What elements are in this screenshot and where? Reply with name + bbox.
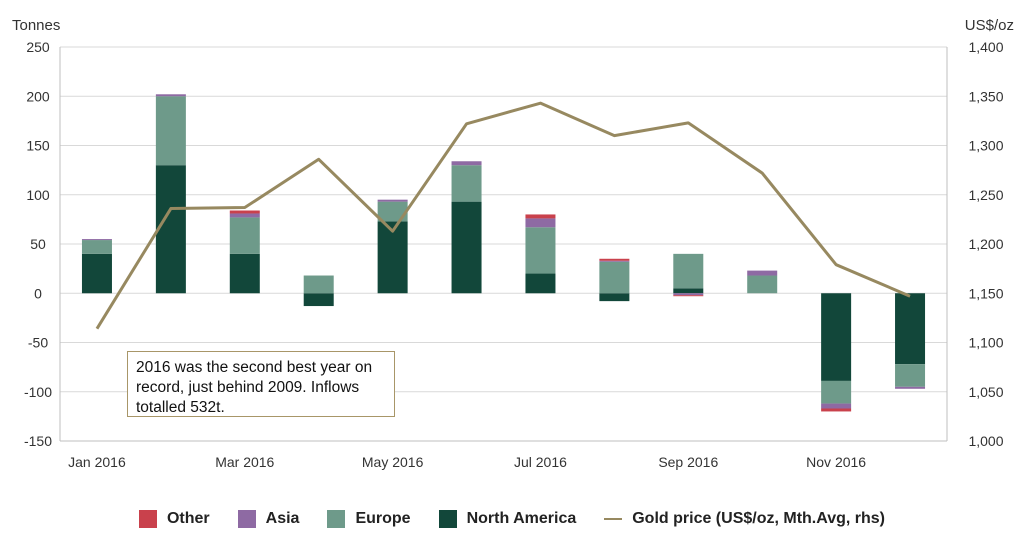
legend-swatch-europe (327, 510, 346, 528)
x-tick-label: Sep 2016 (658, 454, 718, 470)
x-tick-label: Jul 2016 (514, 454, 567, 470)
bar-segment-asia (81, 239, 112, 241)
legend-label-europe: Europe (355, 510, 411, 527)
legend: Other Asia Europe North America Gold pri… (0, 510, 1024, 528)
legend-item-other: Other (138, 510, 210, 528)
y-tick-label-right: 1,100 (968, 335, 1003, 351)
legend-swatch-other (138, 510, 157, 528)
bar-segment-asia (451, 161, 482, 166)
bar-segment-asia (229, 213, 260, 218)
y-tick-label-right: 1,000 (968, 433, 1003, 449)
legend-item-asia: Asia (237, 510, 300, 528)
bar-segment-other (229, 210, 260, 214)
x-tick-label: May 2016 (362, 454, 424, 470)
bar-segment-europe (451, 165, 482, 202)
legend-item-europe: Europe (327, 510, 411, 528)
y-tick-label-left: 200 (26, 88, 50, 104)
bar-segment-europe (229, 217, 260, 254)
legend-label-north-america: North America (466, 510, 577, 527)
y-tick-label-right: 1,200 (968, 236, 1003, 252)
bar-segment-europe (673, 253, 704, 289)
legend-label-other: Other (166, 510, 210, 527)
bar-segment-europe (821, 380, 852, 404)
bar-segment-north-america (377, 221, 408, 294)
bar-segment-north-america (821, 293, 852, 381)
bar-segment-north-america (451, 201, 482, 294)
bar-segment-other (673, 295, 704, 297)
bar-segment-europe (303, 275, 334, 294)
y-tick-label-left: -50 (28, 335, 48, 351)
legend-item-gold-price: Gold price (US$/oz, Mth.Avg, rhs) (604, 510, 885, 528)
bar-segment-europe (525, 227, 556, 274)
y-tick-label-right: 1,150 (968, 285, 1003, 301)
y-tick-label-right: 1,300 (968, 138, 1003, 154)
bar-segment-north-america (895, 293, 926, 365)
x-tick-label: Nov 2016 (806, 454, 866, 470)
bar-segment-asia (599, 260, 630, 262)
bar-segment-north-america (81, 253, 112, 294)
bar-segment-north-america (599, 293, 630, 302)
bar-segment-north-america (673, 288, 704, 294)
bar-segment-other (525, 214, 556, 219)
bar-segment-asia (747, 270, 778, 276)
bar-segment-asia (821, 403, 852, 409)
y-tick-label-left: 150 (26, 138, 50, 154)
legend-swatch-north-america (438, 510, 457, 528)
bar-segment-north-america (229, 253, 260, 294)
chart: 250 1,400 200 1,350 150 1,300 100 1,250 50 1,200 0… (12, 17, 1014, 470)
x-tick-label: Jan 2016 (68, 454, 126, 470)
y-axis-title-left: Tonnes (12, 17, 60, 34)
bar-segment-asia (377, 199, 408, 202)
gold-price-line (95, 101, 911, 330)
legend-label-gold-price: Gold price (US$/oz, Mth.Avg, rhs) (632, 510, 885, 527)
y-tick-label-right: 1,250 (968, 187, 1003, 203)
bar-segment-asia (525, 218, 556, 228)
x-tick-label: Mar 2016 (215, 454, 274, 470)
legend-swatch-asia (237, 510, 256, 528)
y-tick-label-right: 1,400 (968, 39, 1003, 55)
legend-item-north-america: North America (438, 510, 577, 528)
y-tick-label-left: 250 (26, 39, 50, 55)
bar-segment-asia (155, 94, 186, 97)
annotation-box: 2016 was the second best year on record,… (127, 351, 395, 417)
bar-segment-asia (895, 386, 926, 389)
annotation-text: 2016 was the second best year on record,… (136, 359, 373, 416)
y-tick-label-left: -150 (24, 433, 52, 449)
y-tick-label-left: 100 (26, 187, 50, 203)
y-tick-label-left: 0 (34, 285, 42, 301)
legend-swatch-gold-price (604, 518, 623, 520)
bar-segment-north-america (155, 165, 186, 294)
bar-segment-north-america (525, 273, 556, 294)
bar-segment-europe (155, 96, 186, 166)
bar-segment-other (821, 408, 852, 412)
bar-segment-north-america (303, 293, 334, 307)
y-tick-label-left: 50 (30, 236, 46, 252)
bar-segment-europe (895, 364, 926, 387)
bar-segment-europe (747, 275, 778, 294)
bar-segment-asia (673, 293, 704, 296)
bar-segment-europe (81, 240, 112, 254)
legend-label-asia: Asia (265, 510, 300, 527)
y-tick-label-left: -100 (24, 384, 52, 400)
bar-segment-other (599, 258, 630, 261)
bar-segment-europe (599, 261, 630, 294)
y-tick-label-right: 1,350 (968, 88, 1003, 104)
y-tick-label-right: 1,050 (968, 384, 1003, 400)
bar-segment-europe (377, 201, 408, 222)
y-axis-title-right: US$/oz (965, 17, 1014, 34)
